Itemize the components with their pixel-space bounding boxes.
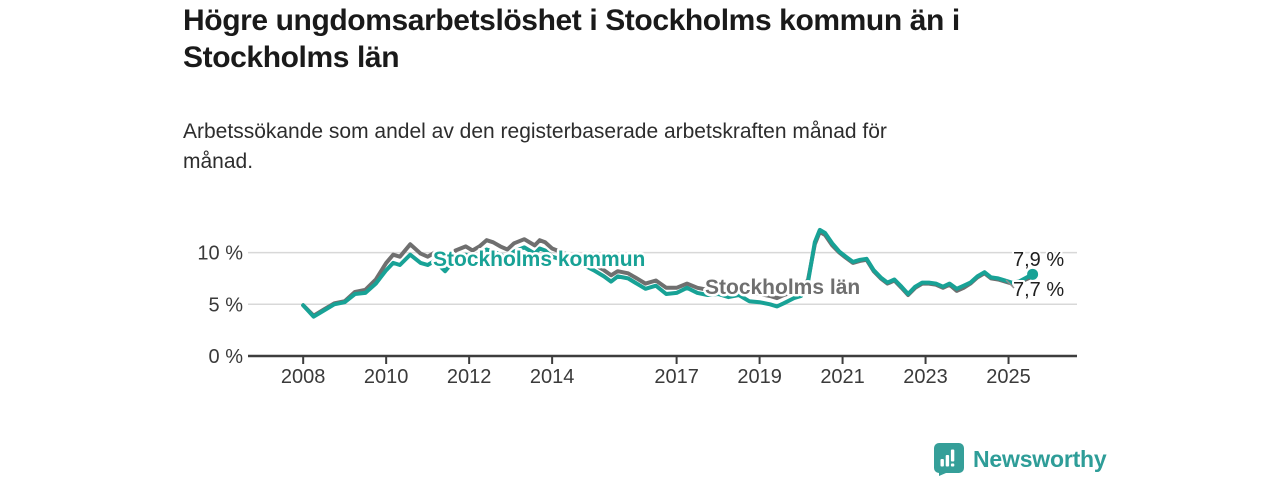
end-value-kommun: 7,9 % <box>1013 249 1064 271</box>
page-title-line1: Högre ungdomsarbetslöshet i Stockholms k… <box>183 4 960 37</box>
newsworthy-logo: Newsworthy <box>932 442 1107 476</box>
chart-subtitle-line2: månad. <box>183 150 254 173</box>
y-tick-label: 0 % <box>209 346 244 368</box>
x-tick-label: 2010 <box>364 366 409 388</box>
series-kommun-label: Stockholms kommun <box>433 248 645 271</box>
series-line-kommun <box>301 227 1035 319</box>
x-tick-label: 2023 <box>903 366 948 388</box>
x-tick-label: 2012 <box>447 366 492 388</box>
x-tick-label: 2019 <box>737 366 782 388</box>
series-line-lan <box>301 229 1035 318</box>
series-kommun-end-dot <box>1027 268 1039 280</box>
y-tick-label: 10 % <box>197 243 243 265</box>
y-tick-label: 5 % <box>209 294 244 316</box>
page-title: Högre ungdomsarbetslöshet i Stockholms k… <box>183 2 1103 76</box>
x-tick-label: 2025 <box>986 366 1031 388</box>
newsworthy-logo-icon <box>934 443 964 476</box>
x-tick-label: 2021 <box>820 366 865 388</box>
chart-subtitle-line1: Arbetssökande som andel av den registerb… <box>183 120 887 143</box>
end-label-leader-line <box>1005 279 1015 289</box>
page-title-line2: Stockholms län <box>183 41 400 74</box>
end-value-lan: 7,7 % <box>1013 279 1064 301</box>
x-axis-ticks <box>302 356 1010 364</box>
x-tick-label: 2008 <box>281 366 326 388</box>
series-lan-label: Stockholms län <box>705 276 860 299</box>
y-axis-tick-labels: 0 % 5 % 10 % <box>197 243 243 368</box>
x-tick-label: 2017 <box>654 366 699 388</box>
chart-subtitle: Arbetssökande som andel av den registerb… <box>183 117 1063 177</box>
x-axis-tick-labels: 2008 2010 2012 2014 2017 2019 2021 2023 2025 <box>281 366 1031 388</box>
gridlines <box>248 251 1077 306</box>
x-tick-label: 2014 <box>530 366 575 388</box>
newsworthy-logo-text: Newsworthy <box>973 445 1107 472</box>
series-lines <box>301 227 1035 319</box>
bar-chart-glyph <box>940 449 955 467</box>
